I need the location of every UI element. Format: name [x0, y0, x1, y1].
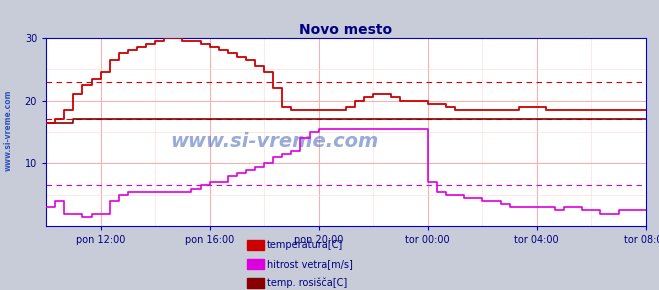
Text: temp. rosišča[C]: temp. rosišča[C] — [267, 278, 347, 288]
Title: Novo mesto: Novo mesto — [299, 23, 393, 37]
Text: www.si-vreme.com: www.si-vreme.com — [170, 132, 378, 151]
Text: www.si-vreme.com: www.si-vreme.com — [3, 90, 13, 171]
Text: hitrost vetra[m/s]: hitrost vetra[m/s] — [267, 259, 353, 269]
Text: temperatura[C]: temperatura[C] — [267, 240, 343, 250]
